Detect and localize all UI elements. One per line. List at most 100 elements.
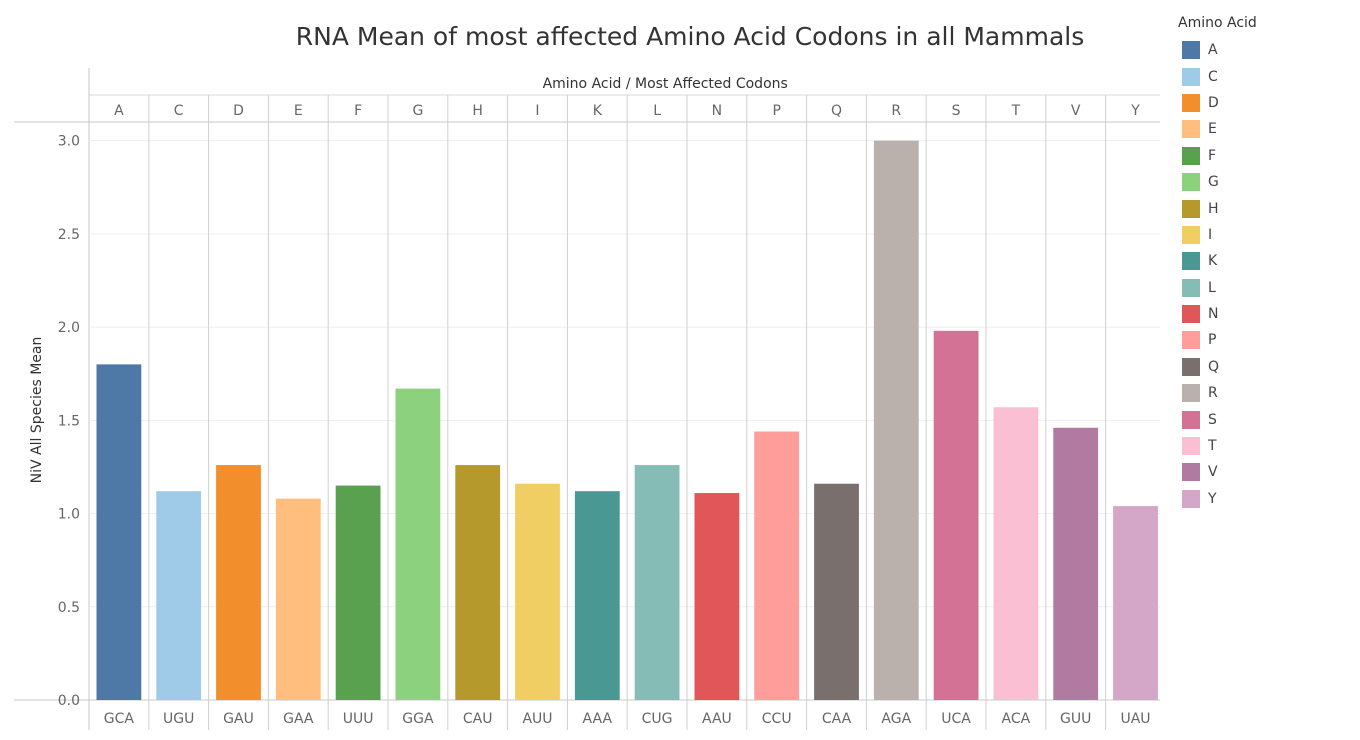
legend-item[interactable]: H (1182, 195, 1355, 221)
amino-acid-header: F (354, 103, 362, 119)
legend-label: K (1208, 253, 1218, 270)
legend-label: R (1208, 385, 1218, 402)
amino-acid-header: S (952, 103, 961, 119)
legend-item[interactable]: N (1182, 301, 1355, 327)
amino-acid-header: Y (1130, 103, 1140, 119)
x-tick-label: AAA (583, 711, 613, 727)
legend-item[interactable]: T (1182, 433, 1355, 459)
legend-item[interactable]: C (1182, 63, 1355, 89)
legend-label: F (1208, 147, 1217, 164)
x-tick-label: GCA (104, 711, 135, 727)
x-tick-label: UCA (941, 711, 971, 727)
legend-swatch (1182, 93, 1200, 112)
x-tick-label: GAA (283, 711, 314, 727)
x-tick-label: CUG (642, 711, 673, 727)
bar (96, 364, 142, 700)
legend-swatch (1182, 252, 1200, 271)
legend-item[interactable]: E (1182, 116, 1355, 142)
legend-label: D (1208, 94, 1219, 111)
amino-acid-header: C (174, 103, 184, 119)
x-tick-label: GUU (1060, 711, 1091, 727)
legend-swatch (1182, 225, 1200, 244)
legend-item[interactable]: D (1182, 90, 1355, 116)
legend-item[interactable]: R (1182, 380, 1355, 406)
x-tick-label: AGA (881, 711, 911, 727)
legend-item[interactable]: G (1182, 169, 1355, 195)
y-axis-label: NiV All Species Mean (29, 337, 45, 484)
amino-acid-header: N (712, 103, 722, 119)
bar (993, 407, 1039, 700)
bar (694, 493, 740, 700)
x-tick-label: AAU (702, 711, 732, 727)
x-tick-label: ACA (1002, 711, 1031, 727)
x-tick-label: CAU (463, 711, 493, 727)
bar (156, 491, 202, 700)
legend-swatch (1182, 278, 1200, 297)
legend-swatch (1182, 384, 1200, 403)
legend-label: V (1208, 464, 1218, 481)
y-tick-label: 1.5 (58, 413, 80, 429)
legend-item[interactable]: K (1182, 248, 1355, 274)
amino-acid-header: Q (831, 103, 842, 119)
legend-item[interactable]: A (1182, 37, 1355, 63)
legend-item[interactable]: P (1182, 327, 1355, 353)
bar (814, 483, 859, 700)
x-tick-label: UAU (1120, 711, 1150, 727)
legend-label: L (1208, 279, 1216, 296)
legend-item[interactable]: V (1182, 459, 1355, 485)
legend-item[interactable]: S (1182, 406, 1355, 432)
legend-swatch (1182, 437, 1200, 456)
legend-label: S (1208, 411, 1217, 428)
bar (634, 465, 680, 700)
legend-item[interactable]: I (1182, 222, 1355, 248)
legend-swatch (1182, 199, 1200, 218)
bar (1113, 506, 1158, 700)
amino-acid-header: G (412, 103, 423, 119)
legend-label: T (1208, 438, 1217, 455)
legend-swatch (1182, 120, 1200, 139)
x-tick-label: AUU (522, 711, 552, 727)
legend-swatch (1182, 67, 1200, 86)
bar (455, 465, 501, 700)
bar (754, 431, 800, 700)
amino-acid-header: T (1011, 103, 1021, 119)
legend-label: E (1208, 121, 1217, 138)
legend-label: N (1208, 306, 1219, 323)
bar (574, 491, 620, 700)
legend-swatch (1182, 463, 1200, 482)
legend-label: P (1208, 332, 1217, 349)
bar-chart: 0.0 0.5 1.0 1.5 2.0 2.5 3.0 Amino Acid / Most A… (14, 68, 1160, 730)
legend-label: C (1208, 68, 1218, 85)
bar (873, 140, 919, 701)
bar (933, 330, 979, 700)
legend-swatch (1182, 305, 1200, 324)
legend-item[interactable]: Y (1182, 486, 1355, 512)
amino-acid-header: R (891, 103, 901, 119)
x-tick-label: UUU (343, 711, 374, 727)
amino-acid-header: V (1071, 103, 1081, 119)
amino-acid-header: K (593, 103, 603, 119)
legend-item[interactable]: Q (1182, 354, 1355, 380)
amino-acid-header: A (114, 103, 124, 119)
y-tick-label: 1.0 (58, 507, 80, 523)
chart-title: RNA Mean of most affected Amino Acid Cod… (295, 22, 1085, 51)
y-tick-label: 2.5 (58, 227, 80, 243)
legend-item[interactable]: F (1182, 143, 1355, 169)
legend-title: Amino Acid (1178, 15, 1257, 31)
legend-swatch (1182, 146, 1200, 165)
bar (216, 465, 261, 700)
amino-acid-header: L (653, 103, 661, 119)
legend-swatch (1182, 489, 1200, 508)
x-tick-label: CAA (822, 711, 852, 727)
legend-label: H (1208, 200, 1219, 217)
amino-acid-header: E (294, 103, 303, 119)
bar (335, 485, 381, 700)
y-tick-label: 3.0 (58, 134, 80, 150)
legend-label: Q (1208, 358, 1220, 375)
legend-item[interactable]: L (1182, 275, 1355, 301)
legend-swatch (1182, 357, 1200, 376)
amino-acid-header: I (535, 103, 539, 119)
column-header-label: Amino Acid / Most Affected Codons (543, 76, 788, 92)
